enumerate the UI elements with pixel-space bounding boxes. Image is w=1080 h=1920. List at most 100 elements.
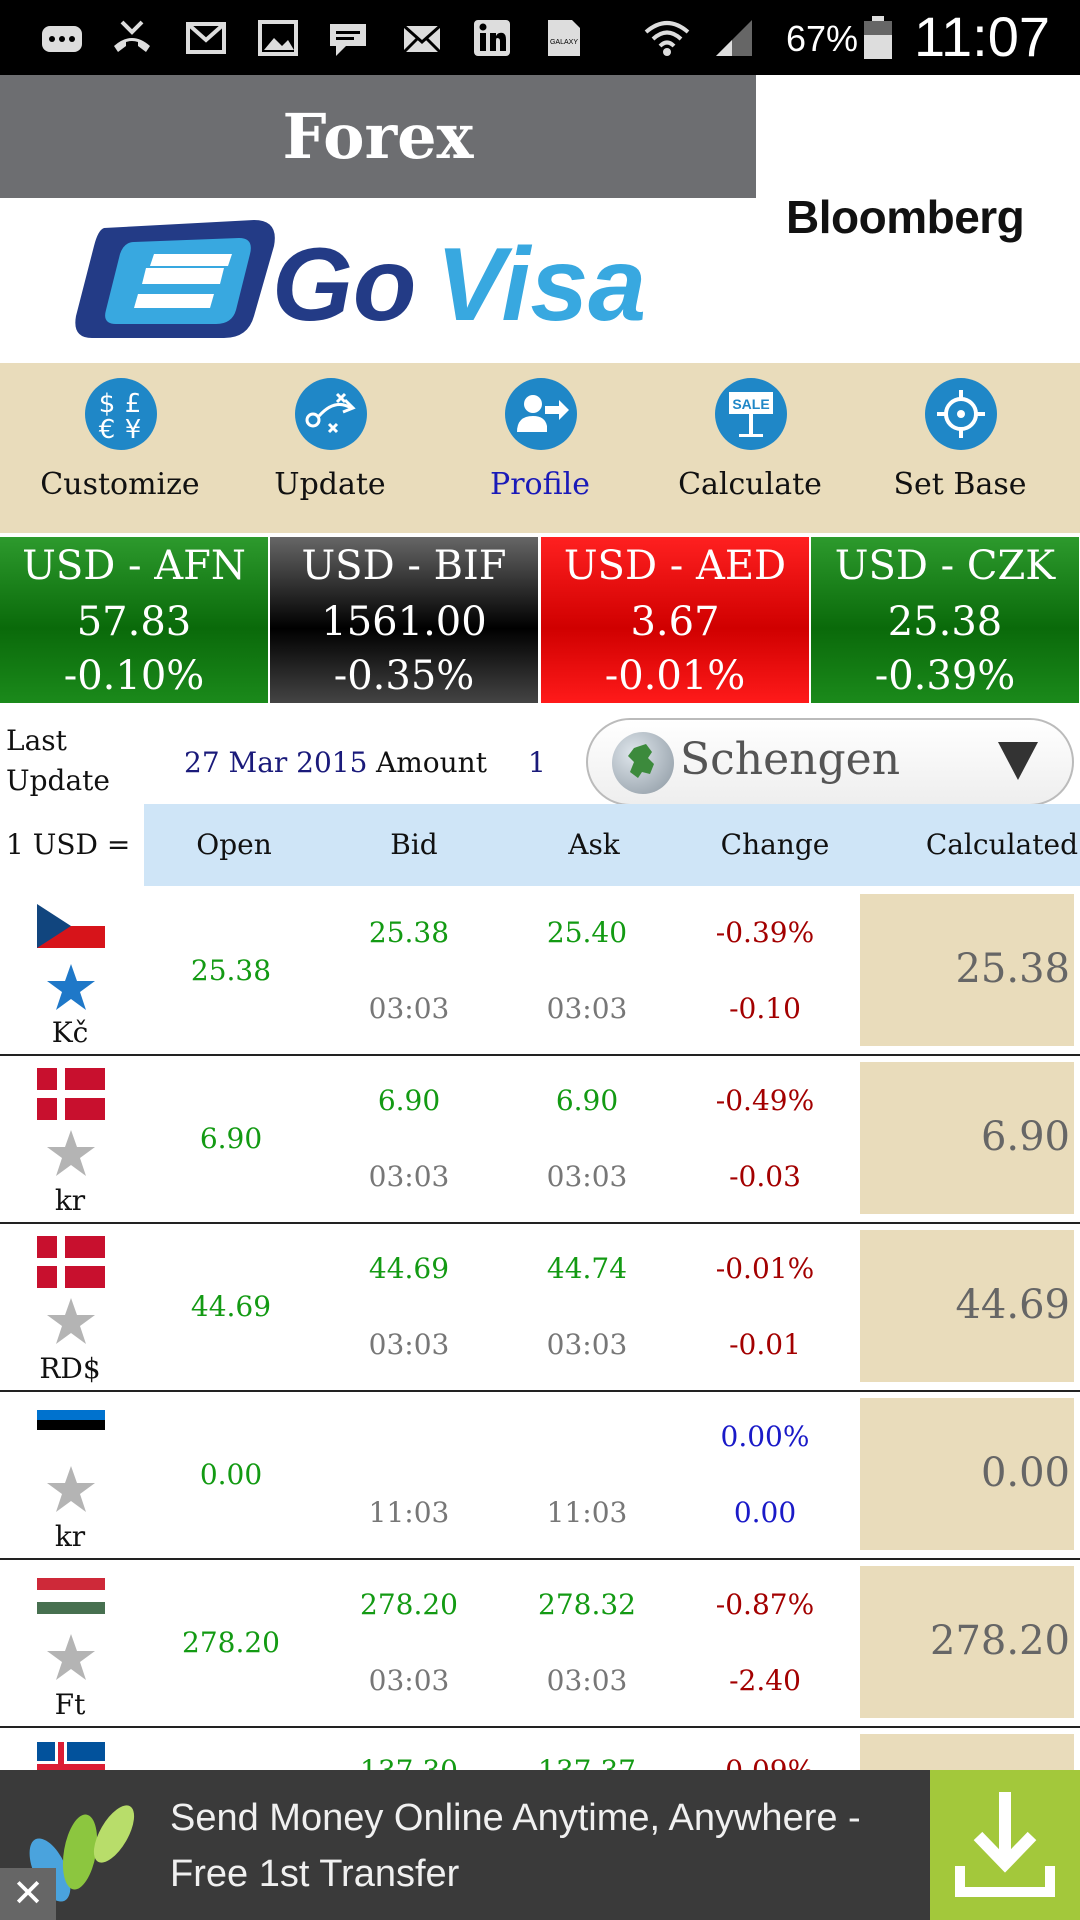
column-change: Change <box>720 828 830 861</box>
table-row[interactable]: RD$ 44.69 44.69 03:03 44.74 03:03 -0.01%… <box>0 1224 1080 1392</box>
ticker-change: -0.39% <box>874 653 1016 699</box>
ticker-usd-aed[interactable]: USD - AED 3.67 -0.01% <box>541 537 809 703</box>
bid-time: 03:03 <box>368 992 450 1025</box>
calculated-value: 44.69 <box>955 1282 1070 1328</box>
change-percent: -0.87% <box>715 1588 815 1621</box>
favorite-star-icon[interactable] <box>46 1464 96 1514</box>
gallery-icon <box>258 20 298 56</box>
change-percent: -0.39% <box>715 916 815 949</box>
battery-percent: 67% <box>786 18 859 59</box>
ad-download-button[interactable] <box>930 1770 1080 1920</box>
czech-flag-icon <box>37 904 105 948</box>
change-absolute: -0.03 <box>729 1160 801 1193</box>
ad-text: Send Money Online Anytime, Anywhere - Fr… <box>170 1797 861 1895</box>
ask-time: 03:03 <box>546 1160 628 1193</box>
update-icon <box>295 378 367 450</box>
bid-value: 278.20 <box>360 1588 458 1621</box>
ticker-rate: 25.38 <box>887 599 1003 645</box>
favorite-star-icon[interactable] <box>46 1128 96 1178</box>
favorite-star-icon[interactable] <box>46 962 96 1012</box>
calculate-button[interactable]: SALE Calculate <box>645 363 855 533</box>
currency-symbol: kr <box>54 1184 86 1217</box>
ticker-pair: USD - BIF <box>301 543 507 589</box>
currency-icon: $ £ € ¥ <box>85 378 157 450</box>
svg-text:Visa: Visa <box>436 227 646 343</box>
table-row[interactable]: kr 6.90 6.90 03:03 6.90 03:03 -0.49% -0.… <box>0 1056 1080 1224</box>
ad-banner[interactable]: Send Money Online Anytime, Anywhere - Fr… <box>0 1770 1080 1920</box>
bloomberg-logo: Bloomberg <box>786 191 1025 243</box>
calculated-cell: 0.00 <box>860 1398 1074 1550</box>
svg-text:GALAXY: GALAXY <box>550 39 578 46</box>
email-icon <box>402 24 442 54</box>
set-base-label: Set Base <box>893 467 1027 502</box>
favorite-star-icon[interactable] <box>46 1632 96 1682</box>
svg-text:¥: ¥ <box>125 415 142 445</box>
linkedin-icon <box>474 20 510 56</box>
open-value: 6.90 <box>199 1122 263 1155</box>
hungary-flag-icon <box>37 1578 105 1614</box>
ticker-pair: USD - CZK <box>834 543 1056 589</box>
change-absolute: 0.00 <box>733 1496 797 1529</box>
calculated-value: 278.20 <box>930 1618 1070 1664</box>
column-ask: Ask <box>568 828 620 861</box>
bid-time: 11:03 <box>368 1496 450 1529</box>
bid-time: 03:03 <box>368 1328 450 1361</box>
customize-label: Customize <box>40 467 200 502</box>
ask-time: 11:03 <box>546 1496 628 1529</box>
galaxy-app-icon: GALAXY <box>548 20 580 56</box>
amount-value[interactable]: 1 <box>528 746 546 779</box>
open-value: 0.00 <box>199 1458 263 1491</box>
ticker-usd-afn[interactable]: USD - AFN 57.83 -0.10% <box>0 537 268 703</box>
column-bid: Bid <box>390 828 438 861</box>
ask-time: 03:03 <box>546 1664 628 1697</box>
ticker-usd-bif[interactable]: USD - BIF 1561.00 -0.35% <box>270 537 538 703</box>
sale-sign-icon: SALE <box>715 378 787 450</box>
customize-button[interactable]: $ £ € ¥ Customize <box>15 363 225 533</box>
ticker-rate: 1561.00 <box>321 599 487 645</box>
ad-close-button[interactable]: ✕ <box>0 1868 56 1920</box>
table-row[interactable]: kr 0.00 11:03 11:03 0.00% 0.00 0.00 <box>0 1392 1080 1560</box>
svg-text:SALE: SALE <box>732 396 769 412</box>
calculated-cell: 6.90 <box>860 1062 1074 1214</box>
change-absolute: -0.01 <box>729 1328 801 1361</box>
ticker-change: -0.10% <box>63 653 205 699</box>
update-button[interactable]: Update <box>225 363 435 533</box>
ask-time: 03:03 <box>546 992 628 1025</box>
ticker-usd-czk[interactable]: USD - CZK 25.38 -0.39% <box>811 537 1079 703</box>
open-value: 278.20 <box>182 1626 280 1659</box>
ticker-rate: 57.83 <box>76 599 192 645</box>
calculated-value: 25.38 <box>955 946 1070 992</box>
globe-icon <box>612 732 674 794</box>
svg-text:Go: Go <box>272 227 416 343</box>
calculated-value: 6.90 <box>980 1114 1070 1160</box>
ticker-rate: 3.67 <box>630 599 720 645</box>
profile-button[interactable]: Profile <box>435 363 645 533</box>
favorite-star-icon[interactable] <box>46 1296 96 1346</box>
ask-value: 25.40 <box>546 916 628 949</box>
denmark-flag-icon <box>37 1236 105 1288</box>
table-row[interactable]: Kč 25.38 25.38 03:03 25.40 03:03 -0.39% … <box>0 888 1080 1056</box>
crosshair-icon <box>925 378 997 450</box>
calculate-label: Calculate <box>678 467 822 502</box>
ask-value: 6.90 <box>555 1084 619 1117</box>
change-percent: 0.00% <box>720 1420 810 1453</box>
ask-value: 278.32 <box>538 1588 636 1621</box>
bid-time: 03:03 <box>368 1664 450 1697</box>
clock-time: 11:07 <box>914 5 1050 68</box>
header-bar: Forex <box>0 75 756 198</box>
calculated-cell: 25.38 <box>860 894 1074 1046</box>
wifi-icon <box>644 21 690 56</box>
toolbar: $ £ € ¥ Customize Update Profile SALE Calcu… <box>0 363 1080 533</box>
calculated-cell: 278.20 <box>860 1566 1074 1718</box>
ticker-change: -0.01% <box>604 653 746 699</box>
profile-label: Profile <box>490 467 590 502</box>
download-icon <box>955 1792 1055 1897</box>
currency-symbol: kr <box>54 1520 86 1553</box>
set-base-button[interactable]: Set Base <box>855 363 1065 533</box>
ask-value: 44.74 <box>546 1252 628 1285</box>
change-percent: -0.01% <box>715 1252 815 1285</box>
region-select[interactable]: Schengen <box>586 718 1074 806</box>
table-row[interactable]: Ft 278.20 278.20 03:03 278.32 03:03 -0.8… <box>0 1560 1080 1728</box>
missed-call-icon <box>114 20 150 52</box>
calculated-value: 0.00 <box>980 1450 1070 1496</box>
